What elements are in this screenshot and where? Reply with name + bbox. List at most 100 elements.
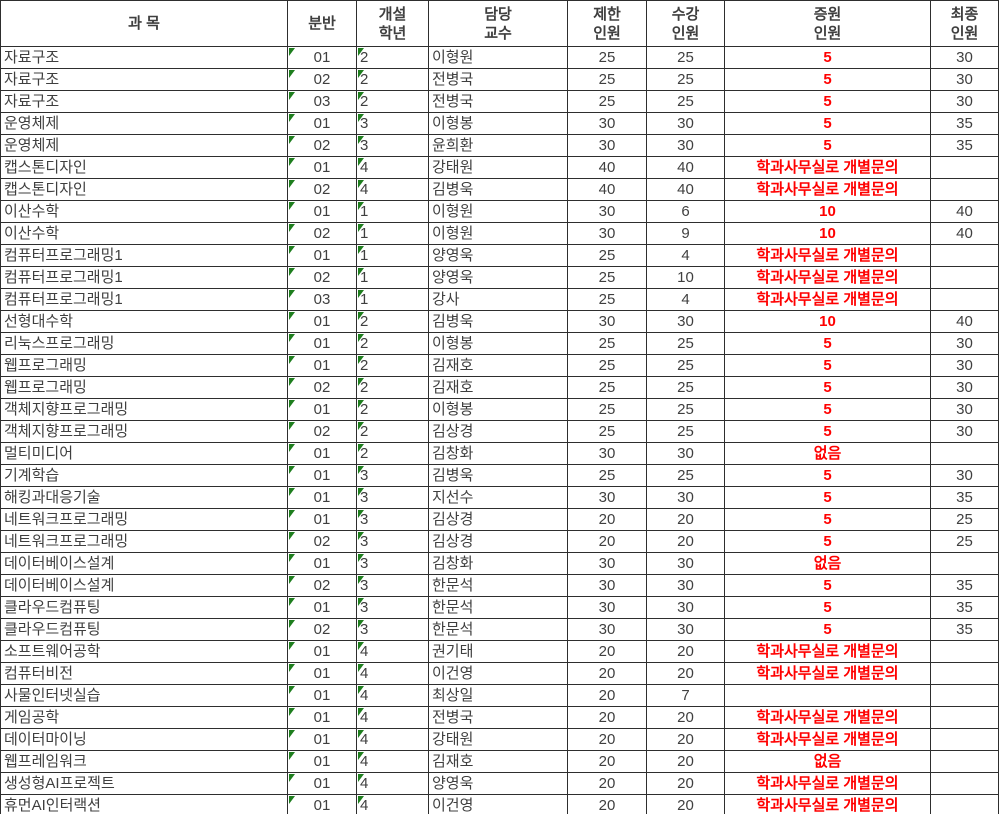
cell-year[interactable]: 4 <box>356 662 429 685</box>
cell-final[interactable]: 30 <box>930 464 999 487</box>
cell-limit[interactable]: 20 <box>567 706 647 729</box>
cell-enrolled[interactable]: 25 <box>646 332 725 355</box>
cell-limit[interactable]: 30 <box>567 552 647 575</box>
cell-augment[interactable]: 5 <box>724 398 931 421</box>
cell-professor[interactable]: 이형원 <box>428 46 568 69</box>
cell-professor[interactable]: 한문석 <box>428 618 568 641</box>
cell-year[interactable]: 4 <box>356 640 429 663</box>
cell-final[interactable] <box>930 684 999 707</box>
cell-year[interactable]: 1 <box>356 266 429 289</box>
cell-year[interactable]: 4 <box>356 684 429 707</box>
header-section[interactable]: 분반 <box>287 0 357 47</box>
cell-subject[interactable]: 컴퓨터비전 <box>0 662 288 685</box>
cell-augment[interactable]: 10 <box>724 222 931 245</box>
cell-year[interactable]: 4 <box>356 750 429 773</box>
cell-year[interactable]: 2 <box>356 310 429 333</box>
cell-section[interactable]: 02 <box>287 376 357 399</box>
cell-limit[interactable]: 20 <box>567 728 647 751</box>
cell-year[interactable]: 4 <box>356 178 429 201</box>
cell-subject[interactable]: 운영체제 <box>0 134 288 157</box>
cell-augment[interactable]: 학과사무실로 개별문의 <box>724 266 931 289</box>
cell-subject[interactable]: 캡스톤디자인 <box>0 156 288 179</box>
cell-subject[interactable]: 객체지향프로그래밍 <box>0 420 288 443</box>
cell-enrolled[interactable]: 20 <box>646 706 725 729</box>
cell-augment[interactable]: 학과사무실로 개별문의 <box>724 794 931 814</box>
cell-section[interactable]: 02 <box>287 618 357 641</box>
cell-section[interactable]: 01 <box>287 640 357 663</box>
cell-subject[interactable]: 이산수학 <box>0 222 288 245</box>
header-subject[interactable]: 과 목 <box>0 0 288 47</box>
cell-year[interactable]: 4 <box>356 794 429 814</box>
cell-enrolled[interactable]: 10 <box>646 266 725 289</box>
cell-final[interactable] <box>930 442 999 465</box>
cell-augment[interactable]: 학과사무실로 개별문의 <box>724 244 931 267</box>
cell-augment[interactable]: 5 <box>724 574 931 597</box>
cell-subject[interactable]: 선형대수학 <box>0 310 288 333</box>
header-augment[interactable]: 증원 인원 <box>724 0 931 47</box>
cell-section[interactable]: 02 <box>287 420 357 443</box>
cell-professor[interactable]: 이건영 <box>428 662 568 685</box>
cell-limit[interactable]: 25 <box>567 398 647 421</box>
cell-augment[interactable]: 학과사무실로 개별문의 <box>724 288 931 311</box>
cell-enrolled[interactable]: 30 <box>646 552 725 575</box>
cell-final[interactable]: 30 <box>930 46 999 69</box>
cell-professor[interactable]: 김재호 <box>428 750 568 773</box>
cell-final[interactable] <box>930 156 999 179</box>
cell-professor[interactable]: 지선수 <box>428 486 568 509</box>
cell-professor[interactable]: 윤희환 <box>428 134 568 157</box>
cell-limit[interactable]: 30 <box>567 574 647 597</box>
cell-enrolled[interactable]: 25 <box>646 354 725 377</box>
cell-professor[interactable]: 이건영 <box>428 794 568 814</box>
cell-professor[interactable]: 김상경 <box>428 420 568 443</box>
cell-subject[interactable]: 데이터베이스설계 <box>0 574 288 597</box>
cell-year[interactable]: 2 <box>356 332 429 355</box>
cell-section[interactable]: 01 <box>287 706 357 729</box>
cell-enrolled[interactable]: 25 <box>646 420 725 443</box>
cell-enrolled[interactable]: 20 <box>646 728 725 751</box>
cell-professor[interactable]: 권기태 <box>428 640 568 663</box>
cell-year[interactable]: 2 <box>356 376 429 399</box>
cell-limit[interactable]: 25 <box>567 288 647 311</box>
cell-limit[interactable]: 25 <box>567 68 647 91</box>
cell-professor[interactable]: 김병욱 <box>428 464 568 487</box>
cell-subject[interactable]: 휴먼AI인터랙션 <box>0 794 288 814</box>
cell-limit[interactable]: 20 <box>567 750 647 773</box>
cell-section[interactable]: 02 <box>287 530 357 553</box>
cell-subject[interactable]: 네트워크프로그래밍 <box>0 508 288 531</box>
cell-year[interactable]: 1 <box>356 244 429 267</box>
cell-augment[interactable]: 학과사무실로 개별문의 <box>724 662 931 685</box>
cell-subject[interactable]: 기계학습 <box>0 464 288 487</box>
cell-subject[interactable]: 자료구조 <box>0 46 288 69</box>
cell-section[interactable]: 03 <box>287 288 357 311</box>
cell-section[interactable]: 03 <box>287 90 357 113</box>
cell-professor[interactable]: 이형원 <box>428 200 568 223</box>
cell-section[interactable]: 01 <box>287 662 357 685</box>
cell-year[interactable]: 2 <box>356 90 429 113</box>
cell-year[interactable]: 3 <box>356 618 429 641</box>
cell-enrolled[interactable]: 30 <box>646 486 725 509</box>
cell-professor[interactable]: 김병욱 <box>428 310 568 333</box>
cell-augment[interactable]: 학과사무실로 개별문의 <box>724 706 931 729</box>
cell-professor[interactable]: 김창화 <box>428 442 568 465</box>
cell-final[interactable]: 25 <box>930 508 999 531</box>
cell-enrolled[interactable]: 30 <box>646 442 725 465</box>
cell-subject[interactable]: 자료구조 <box>0 68 288 91</box>
cell-limit[interactable]: 30 <box>567 442 647 465</box>
cell-enrolled[interactable]: 30 <box>646 112 725 135</box>
header-year[interactable]: 개설 학년 <box>356 0 429 47</box>
cell-limit[interactable]: 25 <box>567 332 647 355</box>
cell-subject[interactable]: 해킹과대응기술 <box>0 486 288 509</box>
cell-professor[interactable]: 이형봉 <box>428 398 568 421</box>
cell-final[interactable] <box>930 772 999 795</box>
cell-limit[interactable]: 30 <box>567 112 647 135</box>
cell-year[interactable]: 2 <box>356 354 429 377</box>
cell-limit[interactable]: 25 <box>567 266 647 289</box>
cell-year[interactable]: 3 <box>356 134 429 157</box>
cell-section[interactable]: 02 <box>287 266 357 289</box>
cell-subject[interactable]: 웹프레임워크 <box>0 750 288 773</box>
cell-final[interactable]: 30 <box>930 398 999 421</box>
cell-final[interactable]: 25 <box>930 530 999 553</box>
cell-section[interactable]: 01 <box>287 596 357 619</box>
cell-section[interactable]: 01 <box>287 684 357 707</box>
cell-subject[interactable]: 자료구조 <box>0 90 288 113</box>
